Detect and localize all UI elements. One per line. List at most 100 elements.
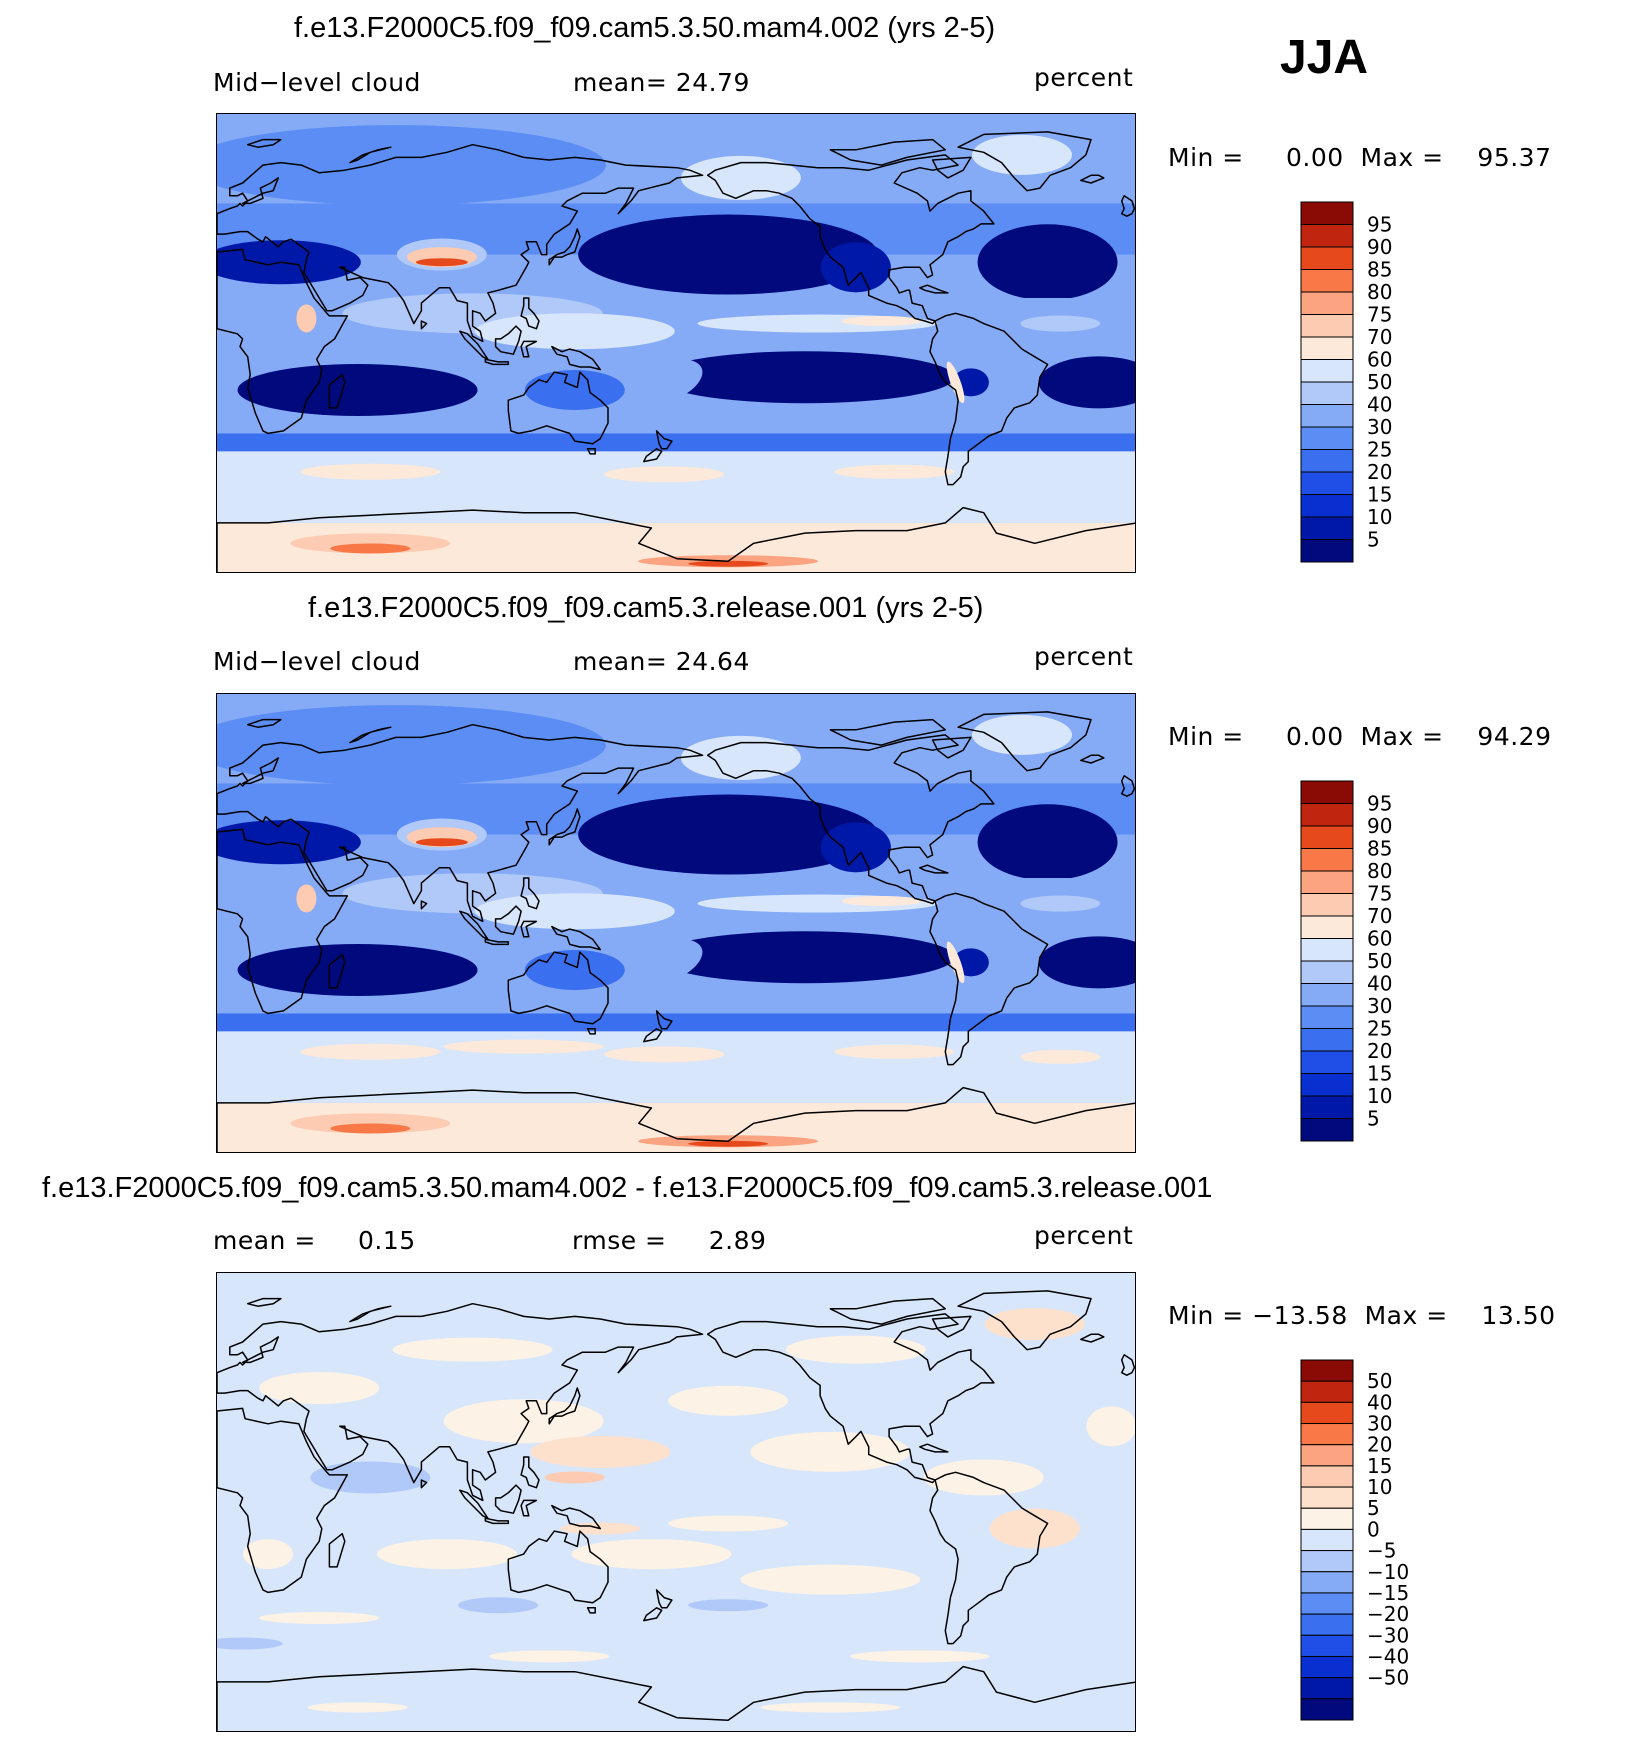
australia-region [524,950,625,990]
coastline [1120,1354,1135,1376]
coastline [494,325,522,355]
colorbar-tick-label: 85 [1367,837,1392,861]
coastline [520,1499,538,1517]
colorbar-swatch [1300,269,1354,293]
colorbar-tick-label: −30 [1367,1623,1409,1647]
coastline [241,177,280,205]
colorbar-swatch [1300,1359,1354,1382]
colorbar-swatch [1300,336,1354,360]
diff-positive-region [849,1650,990,1663]
coastline [551,345,602,371]
alaska-region [680,735,801,780]
units-label: percent [1034,642,1134,671]
coastline [349,726,392,744]
colorbar-tick-label: 90 [1367,814,1392,838]
coastline [548,228,581,266]
diff-positive-region [544,1471,605,1484]
sahara-mediterranean [217,820,361,865]
colorbar-swatch [1300,825,1354,849]
tibet-peak [415,258,468,267]
coastline [929,1471,1049,1645]
south-pacific-subtropics [654,931,955,984]
spcz-region [626,359,703,406]
coastline [459,330,489,361]
coastline [655,1010,673,1030]
diff-positive-region [760,1702,901,1713]
andes-streak [946,361,965,404]
diff-positive-region [307,1702,408,1713]
colorbar-tick-label: 20 [1367,460,1392,484]
diff-negative-region [310,1461,431,1494]
coastline [586,448,596,455]
colorbar-swatch [1300,381,1354,405]
itcz-peak [841,896,922,906]
map-panel-2 [216,693,1136,1153]
spcz-region [626,939,703,986]
diff-negative-region [458,1597,539,1614]
diff-positive-region [989,1508,1080,1549]
east-africa-highlands [296,304,317,333]
diff-positive-region [571,1539,732,1570]
colorbar-swatch [1300,915,1354,939]
colorbar-tick-label: 75 [1367,882,1392,906]
colorbar-swatch [1300,938,1354,962]
colorbar-tick-label: 85 [1367,258,1392,282]
colorbar-tick-label: 25 [1367,438,1392,462]
units-label: percent [1034,63,1134,92]
southern-ocean-patch [604,466,725,483]
colorbar-swatch [1300,1444,1354,1467]
colorbar-tick-label: 40 [1367,393,1392,417]
coastline [586,1607,596,1614]
colorbar-swatch [1300,1677,1354,1700]
colorbar-swatch [1300,1486,1354,1509]
colorbar-tick-label: 60 [1367,927,1392,951]
coastline [643,1028,663,1043]
south-pacific-subtropics [654,351,955,404]
coastline [241,1336,280,1364]
south-atlantic-subtropics [1038,356,1135,409]
coastline [459,910,489,941]
coastline [328,953,346,989]
north-atlantic-subtropics [977,224,1118,301]
colorbar-tick-label: 80 [1367,859,1392,883]
colorbar-swatch [1300,1465,1354,1488]
south-indian-subtropics [237,944,478,996]
colorbar-tick-label: 40 [1367,1390,1392,1414]
diff-positive-region [392,1337,553,1362]
coastline [931,1315,972,1338]
andes-streak [946,941,965,984]
coastline [1080,174,1105,184]
colorbar-tick-label: 5 [1367,528,1380,552]
north-atlantic-subtropics [977,804,1118,881]
colorbar-tick-label: 10 [1367,505,1392,529]
east-africa-highlands [296,884,317,913]
diff-positive-region [1086,1406,1135,1447]
coastline [586,1028,596,1035]
coastline [507,951,609,1025]
coastline [246,1297,282,1307]
antarctic-coast-patch [290,1113,451,1134]
season-label: JJA [1280,31,1369,84]
mean-label: mean= 24.64 [573,647,750,676]
diff-positive-region [785,1335,926,1364]
rmse-label: rmse = 2.89 [572,1226,767,1255]
colorbar-panel-3: 50 40 30 20 15 10 5 0 −5 −10 −15 −20 −30 −40 −50 [1297,1359,1417,1726]
diff-positive-region [984,1308,1085,1341]
colorbar-tick-label: 20 [1367,1433,1392,1457]
colorbar-tick-label: 15 [1367,483,1392,507]
coastline [507,371,609,445]
coastline [217,1665,1135,1731]
coastline [551,925,602,951]
coastline [919,284,949,294]
coastline [484,1517,510,1525]
field-background [217,1273,1135,1731]
colorbar-swatch [1300,426,1354,450]
colorbar-swatch [1300,1073,1354,1097]
coastline [551,1504,602,1530]
southern-ocean-patch [604,1046,725,1063]
colorbar-tick-label: 80 [1367,280,1392,304]
coastline [349,146,392,164]
itcz-atlantic [1020,315,1101,332]
coastline [643,1607,663,1622]
coastline [1120,775,1135,797]
